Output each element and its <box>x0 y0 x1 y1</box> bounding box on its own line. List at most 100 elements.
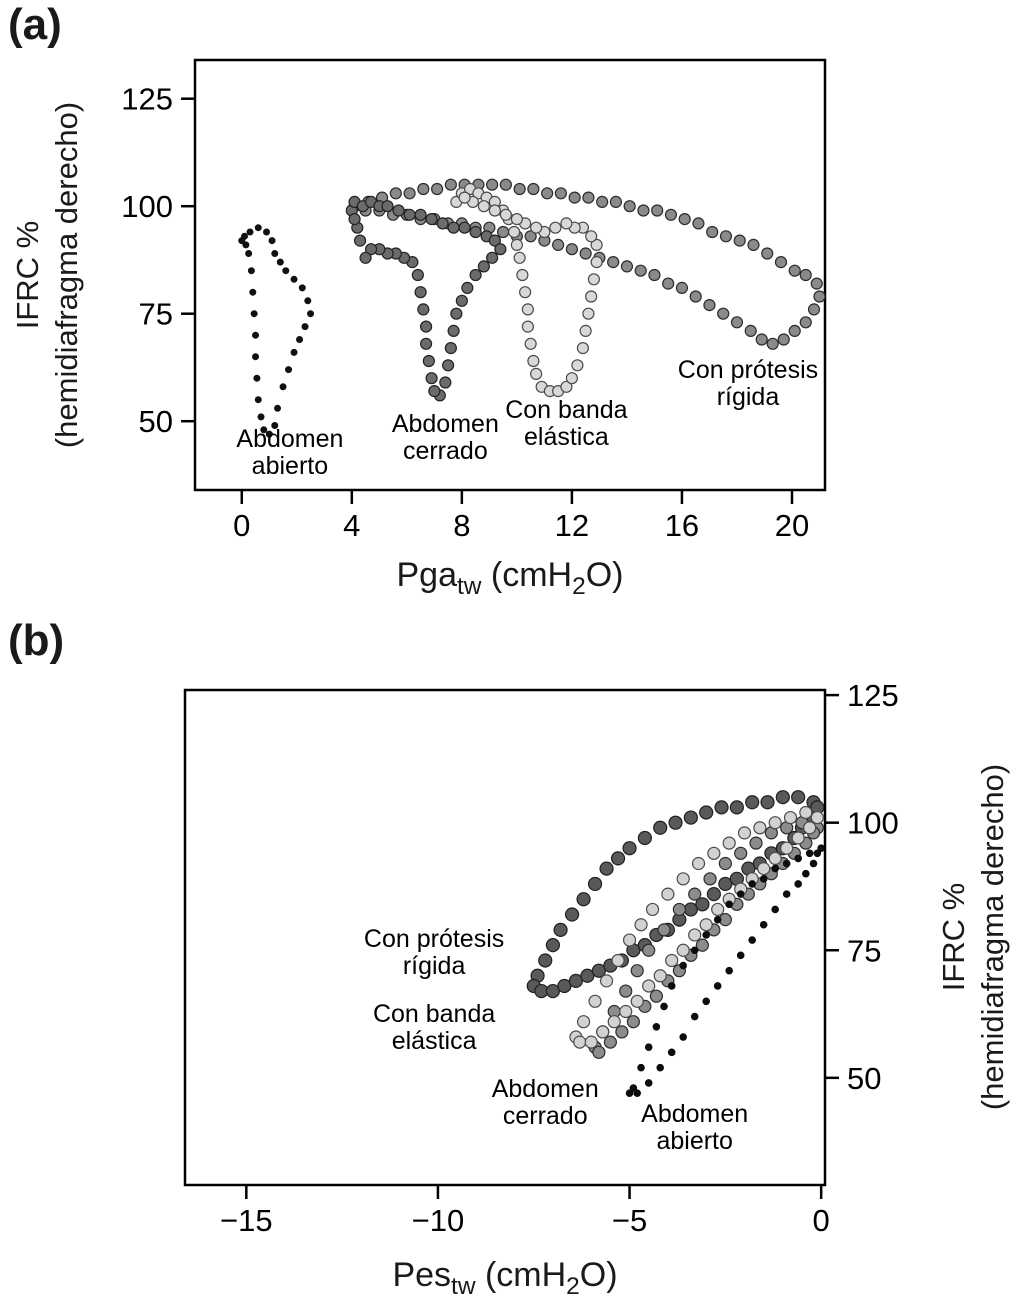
data-point <box>774 256 788 269</box>
data-point <box>629 1084 638 1092</box>
data-point <box>290 348 298 356</box>
data-point <box>582 307 595 320</box>
data-point <box>788 324 801 337</box>
data-point <box>678 213 691 226</box>
y-tick-label: 75 <box>847 933 881 968</box>
data-point <box>637 204 650 217</box>
panel-a-label: (a) <box>8 0 62 49</box>
data-point <box>683 810 698 825</box>
series-con-banda-el-stica <box>450 182 603 398</box>
data-point <box>290 275 298 283</box>
data-point <box>499 208 512 221</box>
data-point <box>623 200 636 213</box>
data-point <box>691 856 706 871</box>
data-point <box>768 851 782 866</box>
data-point <box>611 953 625 968</box>
series-annotation: Con prótesis rígida <box>678 356 818 411</box>
data-point <box>359 251 372 264</box>
data-point <box>707 846 721 860</box>
data-point <box>519 286 532 299</box>
x-tick-label: 4 <box>343 508 360 543</box>
data-point <box>737 826 752 840</box>
x-tick-label: 20 <box>775 508 809 543</box>
data-point <box>649 989 663 1003</box>
data-point <box>676 943 690 957</box>
data-point <box>455 294 468 307</box>
data-point <box>444 342 457 355</box>
data-point <box>403 187 416 200</box>
data-point <box>257 413 265 421</box>
data-point <box>568 973 583 988</box>
data-point <box>603 1035 617 1049</box>
panel-b-plot-box <box>183 688 827 1187</box>
data-point <box>477 200 490 213</box>
data-point <box>389 187 402 200</box>
data-point <box>527 354 540 368</box>
data-point <box>729 800 744 815</box>
data-point <box>803 821 817 835</box>
data-point <box>553 922 568 937</box>
data-point <box>554 187 567 200</box>
data-point <box>679 961 688 970</box>
data-point <box>607 1015 621 1029</box>
data-point <box>508 225 521 239</box>
data-point <box>488 234 501 247</box>
series-con-banda-el-stica <box>569 805 824 1049</box>
series-abdomen-abierto <box>238 224 315 438</box>
data-point <box>245 250 253 258</box>
data-point <box>748 880 756 888</box>
data-point <box>458 191 471 204</box>
data-point <box>268 237 276 245</box>
data-point <box>644 1043 653 1052</box>
data-point <box>279 383 287 391</box>
data-point <box>652 1023 661 1031</box>
data-point <box>702 997 710 1006</box>
data-point <box>718 876 733 892</box>
data-point <box>747 238 760 251</box>
data-point <box>642 979 656 993</box>
data-point <box>499 178 512 191</box>
data-point <box>430 182 444 196</box>
data-point <box>679 1033 688 1041</box>
x-axis-b-unit-pre: (cmH <box>475 1256 567 1294</box>
x-tick-label: −5 <box>612 1203 647 1238</box>
data-point <box>541 187 554 200</box>
data-point <box>689 290 702 303</box>
data-point <box>794 880 802 888</box>
data-point <box>637 1063 645 1072</box>
data-point <box>254 224 262 232</box>
data-point <box>524 337 537 350</box>
data-point <box>734 846 748 860</box>
data-point <box>513 182 526 196</box>
data-point <box>771 864 779 873</box>
data-point <box>706 225 719 239</box>
data-point <box>810 277 823 290</box>
data-point <box>486 251 499 264</box>
data-point <box>582 191 595 204</box>
data-point <box>717 307 730 320</box>
x-axis-a-subscript: tw <box>456 572 482 600</box>
y-tick-label: 50 <box>139 404 173 439</box>
data-point <box>238 237 246 245</box>
data-point <box>688 928 702 942</box>
data-point <box>699 918 713 932</box>
data-point <box>599 861 614 876</box>
data-point <box>807 303 821 316</box>
data-point <box>809 859 818 868</box>
data-point <box>695 897 710 912</box>
data-point <box>744 324 757 337</box>
data-point <box>250 310 258 318</box>
data-point <box>254 396 262 404</box>
data-point <box>560 217 573 230</box>
data-point <box>791 790 806 805</box>
data-point <box>759 875 768 883</box>
data-point <box>753 821 767 835</box>
data-point <box>477 260 490 273</box>
y-tick-label: 75 <box>139 297 173 332</box>
data-point <box>791 831 805 845</box>
data-point <box>799 268 812 282</box>
data-point <box>661 887 675 901</box>
x-tick-label: 12 <box>555 508 589 543</box>
data-point <box>722 836 736 850</box>
y-tick-label: 100 <box>847 806 899 841</box>
